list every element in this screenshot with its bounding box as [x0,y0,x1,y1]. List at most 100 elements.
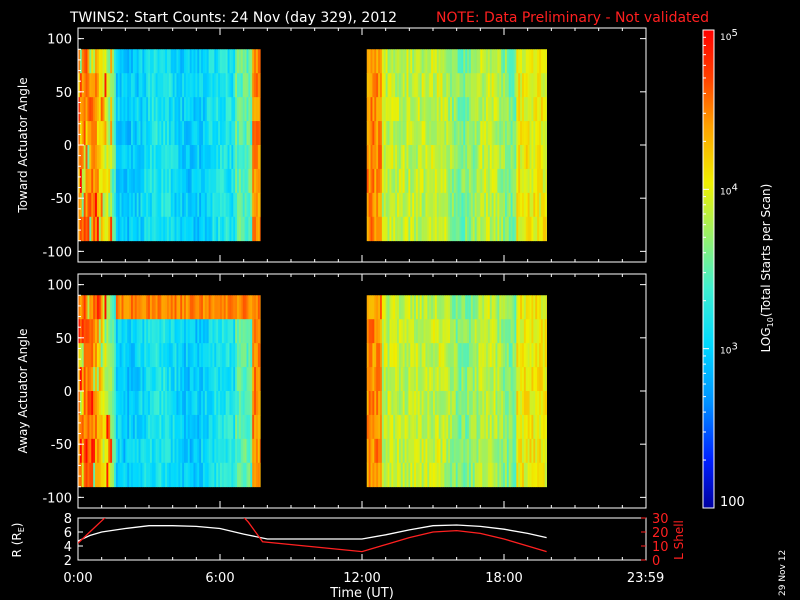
heatmap-cell [446,391,449,416]
heatmap-cell [153,462,157,488]
heatmap-cell [85,145,88,170]
heatmap-cell [540,121,544,146]
heatmap-cell [100,216,104,242]
colorbar-tick-label: 100 [720,495,745,510]
heatmap-cell [523,414,527,440]
heatmap-cell [165,367,168,392]
heatmap-cell [425,97,428,122]
heatmap-cell [191,49,194,74]
heatmap-cell [504,73,508,98]
heatmap-cell [102,168,105,194]
heatmap-cell [385,295,388,320]
heatmap-cell [503,319,506,344]
heatmap-cell [220,295,223,320]
heatmap-cell [448,438,451,464]
heatmap-cell [487,49,491,74]
heatmap-cell [242,462,246,488]
heatmap-cell [419,216,423,242]
heatmap-cell [166,49,170,74]
heatmap-cell [497,168,500,194]
heatmap-cell [415,168,419,194]
heatmap-cell [218,414,221,440]
heatmap-cell [110,49,113,74]
heatmap-cell [444,295,447,320]
heatmap-cell [136,145,139,170]
heatmap-cell [491,168,494,194]
heatmap-cell [96,462,100,488]
heatmap-cell [431,391,434,416]
heatmap-cell [98,168,102,194]
heatmap-cell [223,168,227,194]
away-heatmap [78,295,547,488]
heatmap-cell [486,319,489,344]
heatmap-cell [129,438,132,464]
heatmap-cell [434,343,438,368]
heatmap-cell [100,462,104,488]
heatmap-cell [214,414,217,440]
heatmap-cell [542,97,546,122]
heatmap-cell [233,192,236,218]
heatmap-cell [176,168,179,194]
heatmap-cell [117,168,121,194]
heatmap-cell [521,73,525,98]
heatmap-cell [520,391,523,416]
heatmap-cell [442,343,445,368]
heatmap-cell [221,462,225,488]
heatmap-cell [218,121,221,146]
heatmap-cell [149,49,153,74]
heatmap-cell [455,462,459,488]
heatmap-cell [425,192,428,218]
heatmap-cell [398,49,402,74]
heatmap-cell [508,73,512,98]
heatmap-cell [398,414,402,440]
heatmap-cell [81,319,85,344]
heatmap-cell [102,192,105,218]
heatmap-cell [202,438,206,464]
heatmap-cell [451,367,455,392]
heatmap-cell [125,367,128,392]
heatmap-cell [379,97,383,122]
heatmap-cell [410,73,413,98]
heatmap-cell [540,97,544,122]
heatmap-cell [178,49,181,74]
heatmap-cell [96,343,100,368]
heatmap-cell [206,414,210,440]
heatmap-cell [202,462,206,488]
heatmap-cell [506,367,510,392]
heatmap-cell [372,216,375,242]
heatmap-cell [184,367,187,392]
heatmap-cell [381,343,385,368]
heatmap-cell [138,438,141,464]
heatmap-cell [185,216,189,242]
heatmap-cell [525,319,529,344]
heatmap-cell [482,438,485,464]
heatmap-cell [195,367,198,392]
heatmap-cell [400,438,404,464]
heatmap-cell [493,121,496,146]
heatmap-cell [170,49,174,74]
heatmap-cell [453,168,457,194]
heatmap-cell [489,438,493,464]
heatmap-cell [427,97,430,122]
heatmap-cell [146,216,149,242]
heatmap-cell [142,73,145,98]
heatmap-cell [235,438,238,464]
heatmap-cell [255,168,259,194]
heatmap-cell [216,192,219,218]
heatmap-cell [408,462,411,488]
heatmap-cell [410,462,413,488]
heatmap-cell [225,216,228,242]
heatmap-cell [244,97,247,122]
heatmap-cell [242,414,246,440]
heatmap-cell [391,121,394,146]
heatmap-cell [408,438,411,464]
heatmap-cell [520,97,523,122]
heatmap-cell [535,145,538,170]
heatmap-cell [525,367,529,392]
heatmap-cell [535,414,538,440]
heatmap-cell [193,145,196,170]
heatmap-cell [208,121,211,146]
heatmap-cell [503,97,506,122]
heatmap-cell [237,391,240,416]
heatmap-cell [415,216,419,242]
